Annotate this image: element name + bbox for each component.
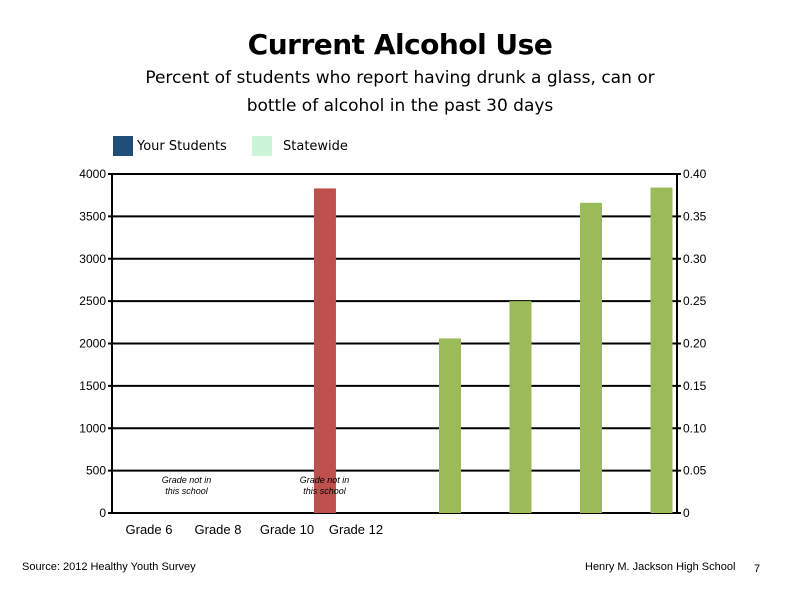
right-axis-tick-label: 0 [683, 506, 690, 520]
legend-swatch-statewide [252, 136, 272, 156]
left-axis-tick-label: 500 [86, 464, 106, 478]
right-axis-tick-label: 0.35 [683, 209, 707, 223]
grade-not-in-school-note: this school [303, 486, 347, 496]
x-axis-category-label: Grade 6 [126, 522, 173, 537]
page-number: 7 [754, 563, 761, 575]
legend-label-statewide: Statewide [283, 138, 348, 154]
left-axis-tick-label: 3500 [79, 209, 106, 223]
chart-subtitle-line-2: bottle of alcohol in the past 30 days [246, 96, 554, 116]
legend-label-your-students: Your Students [137, 138, 227, 154]
left-axis-tick-label: 3000 [79, 252, 106, 266]
left-axis-tick-label: 1500 [79, 379, 106, 393]
left-axis-tick-label: 2500 [79, 294, 106, 308]
bar-left-axis [313, 188, 336, 513]
grade-not-in-school-note: Grade not in [162, 475, 212, 485]
bar-right-axis [580, 202, 602, 513]
left-axis-tick-label: 0 [99, 506, 106, 520]
legend-swatch-your-students [113, 136, 133, 156]
grade-not-in-school-note: this school [165, 486, 209, 496]
chart-subtitle-line-1: Percent of students who report having dr… [145, 68, 655, 88]
x-axis-category-label: Grade 12 [329, 522, 383, 537]
left-axis-tick-label: 4000 [79, 167, 106, 181]
legend-item-your-students: Your Students [113, 136, 227, 156]
right-axis-tick-label: 0.30 [683, 252, 707, 266]
right-axis-tick-label: 0.40 [683, 167, 707, 181]
right-axis-tick-label: 0.10 [683, 421, 707, 435]
x-axis-category-label: Grade 10 [260, 522, 314, 537]
grade-not-in-school-note: Grade not in [300, 475, 350, 485]
right-axis-tick-label: 0.15 [683, 379, 707, 393]
bar-right-axis [650, 187, 673, 513]
x-axis-category-label: Grade 8 [195, 522, 242, 537]
chart-title: Current Alcohol Use [247, 28, 553, 61]
left-axis-tick-label: 2000 [79, 337, 106, 351]
right-axis-tick-label: 0.25 [683, 294, 707, 308]
left-axis-tick-label: 1000 [79, 421, 106, 435]
bar-right-axis [509, 301, 532, 513]
school-name: Henry M. Jackson High School [585, 561, 736, 573]
bar-right-axis [439, 338, 461, 513]
legend-item-statewide: Statewide [252, 136, 348, 156]
right-axis-tick-label: 0.20 [683, 337, 707, 351]
right-axis-tick-label: 0.05 [683, 464, 707, 478]
source-note: Source: 2012 Healthy Youth Survey [22, 561, 196, 573]
